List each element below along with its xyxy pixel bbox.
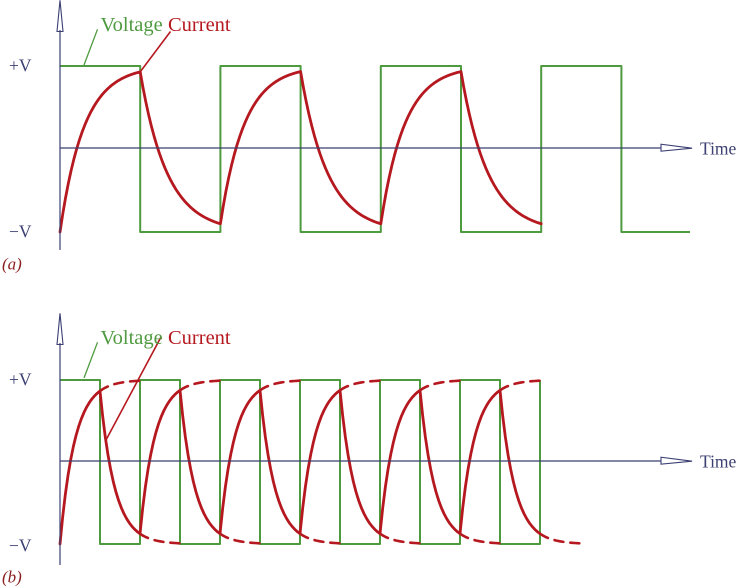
svg-text:(b): (b)	[2, 568, 22, 586]
svg-text:Time: Time	[700, 139, 737, 159]
svg-text:−V: −V	[9, 222, 32, 242]
svg-text:Voltage: Voltage	[101, 14, 163, 36]
svg-text:+V: +V	[9, 370, 32, 390]
svg-text:Voltage: Voltage	[101, 327, 163, 349]
svg-text:Current: Current	[168, 327, 231, 349]
svg-text:Time: Time	[700, 452, 737, 472]
svg-text:Current: Current	[168, 14, 231, 36]
svg-text:(a): (a)	[2, 255, 22, 274]
svg-text:−V: −V	[9, 536, 32, 556]
svg-text:+V: +V	[9, 56, 32, 76]
